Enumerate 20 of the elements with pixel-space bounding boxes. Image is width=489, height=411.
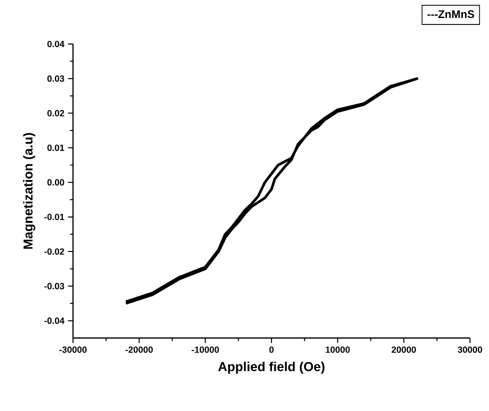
y-tick-label: 0.01	[47, 144, 64, 151]
y-tick-label: 0.03	[47, 75, 64, 82]
x-tick-label: -20000	[126, 346, 153, 353]
y-tick-label: 0.00	[47, 179, 64, 186]
y-tick-label: -0.03	[44, 282, 64, 290]
text: ---ZnMnS	[428, 10, 474, 18]
y-tick-label: -0.01	[44, 214, 64, 220]
y-tick-label: 0.04	[47, 40, 64, 48]
y-tick-label: -0.04	[44, 318, 64, 324]
x-tick-label: -10000	[192, 346, 219, 353]
x-tick-label: 0	[269, 346, 274, 353]
x-tick-label: 30000	[458, 346, 482, 353]
x-tick-label: -30000	[59, 346, 87, 353]
y-tick-label: 0.02	[47, 110, 64, 116]
x-tick-label: 10000	[326, 346, 350, 353]
y-tick-label: -0.02	[44, 248, 64, 255]
y-axis-title: Magnetization (a.u)	[23, 133, 36, 249]
line-series	[124, 77, 418, 305]
x-axis-title: Applied field (Oe)	[218, 362, 324, 374]
x-tick-label: 20000	[392, 346, 416, 353]
